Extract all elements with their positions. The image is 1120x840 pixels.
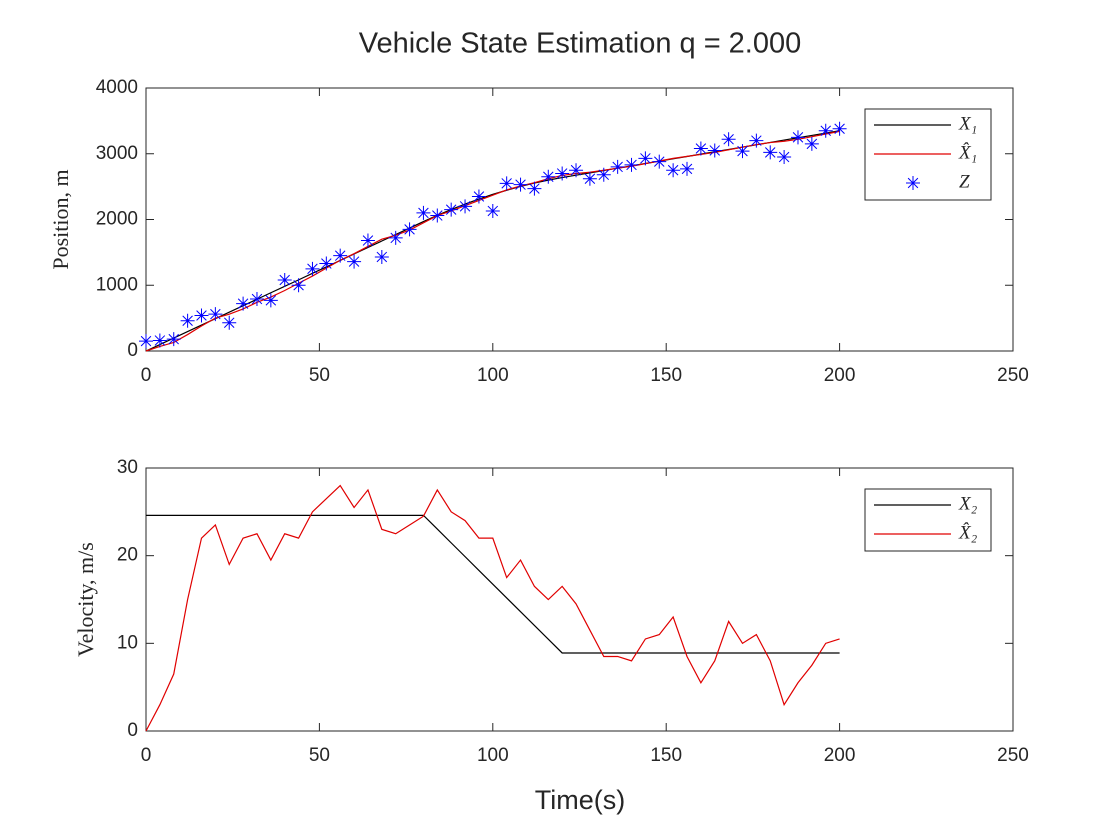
marker xyxy=(721,132,736,147)
marker xyxy=(291,278,306,293)
marker xyxy=(513,177,528,192)
legend-label: Z xyxy=(959,171,970,192)
series-line xyxy=(145,484,840,732)
x-tick-label: 250 xyxy=(997,745,1029,766)
y-tick-label: 30 xyxy=(117,457,138,478)
marker xyxy=(152,333,167,348)
marker xyxy=(680,161,695,176)
x-tick-label: 100 xyxy=(477,745,509,766)
marker xyxy=(790,130,805,145)
marker xyxy=(208,307,223,322)
marker xyxy=(347,254,362,269)
legend-label: X₂ xyxy=(958,493,978,514)
marker xyxy=(485,203,500,218)
marker xyxy=(818,123,833,138)
marker xyxy=(555,166,570,181)
y-tick-label: 3000 xyxy=(96,143,138,164)
marker xyxy=(430,208,445,223)
y-tick-label: 2000 xyxy=(96,209,138,230)
marker xyxy=(582,171,597,186)
marker xyxy=(236,296,251,311)
marker xyxy=(499,176,514,191)
marker xyxy=(139,334,153,349)
chart-title: Vehicle State Estimation q = 2.000 xyxy=(359,28,802,60)
marker xyxy=(333,248,348,263)
marker xyxy=(541,169,556,184)
marker xyxy=(458,199,473,214)
y-tick-label: 10 xyxy=(117,632,138,653)
marker xyxy=(388,230,403,245)
marker xyxy=(360,233,375,248)
marker xyxy=(652,154,667,169)
marker xyxy=(471,189,486,204)
marker xyxy=(249,292,264,307)
marker xyxy=(735,144,750,159)
marker xyxy=(693,141,708,156)
marker xyxy=(749,133,764,148)
x-tick-label: 100 xyxy=(477,365,509,386)
y-tick-label: 1000 xyxy=(96,274,138,295)
series-line xyxy=(146,514,840,654)
x-tick-label: 250 xyxy=(997,365,1029,386)
marker xyxy=(569,163,584,178)
y-tick-label: 0 xyxy=(127,340,138,361)
series-line xyxy=(145,130,840,352)
legend-label: X̂₁ xyxy=(958,142,977,163)
marker xyxy=(222,315,237,330)
legend-label: X̂₂ xyxy=(958,522,978,543)
marker xyxy=(804,136,819,151)
marker xyxy=(263,293,278,308)
x-tick-label: 200 xyxy=(824,365,856,386)
marker xyxy=(416,205,431,220)
y-tick-label: 4000 xyxy=(96,77,138,98)
x-tick-label: 150 xyxy=(650,365,682,386)
marker xyxy=(305,261,320,276)
marker xyxy=(777,150,792,165)
marker xyxy=(624,157,639,172)
y-axis-label: Position, m xyxy=(48,169,73,269)
x-tick-label: 50 xyxy=(309,745,330,766)
marker xyxy=(610,159,625,174)
x-tick-label: 200 xyxy=(824,745,856,766)
legend-label: X₁ xyxy=(958,113,977,134)
marker xyxy=(832,121,847,136)
marker xyxy=(319,256,334,271)
marker xyxy=(666,163,681,178)
marker xyxy=(763,145,778,160)
x-tick-label: 0 xyxy=(141,365,152,386)
marker xyxy=(277,272,292,287)
marker xyxy=(638,151,653,166)
marker xyxy=(402,222,417,237)
y-tick-label: 0 xyxy=(127,720,138,741)
legend-marker xyxy=(906,176,920,190)
marker xyxy=(707,143,722,158)
y-tick-label: 20 xyxy=(117,545,138,566)
marker xyxy=(374,249,389,264)
marker xyxy=(596,167,611,182)
y-axis-label: Velocity, m/s xyxy=(73,542,98,657)
marker xyxy=(444,202,459,217)
x-tick-label: 150 xyxy=(650,745,682,766)
x-axis-label: Time(s) xyxy=(535,785,625,815)
marker xyxy=(166,332,181,347)
legend-box xyxy=(864,488,992,552)
x-tick-label: 0 xyxy=(141,745,152,766)
marker xyxy=(527,181,542,196)
x-tick-label: 50 xyxy=(309,365,330,386)
marker xyxy=(194,308,209,323)
marker xyxy=(180,313,195,328)
